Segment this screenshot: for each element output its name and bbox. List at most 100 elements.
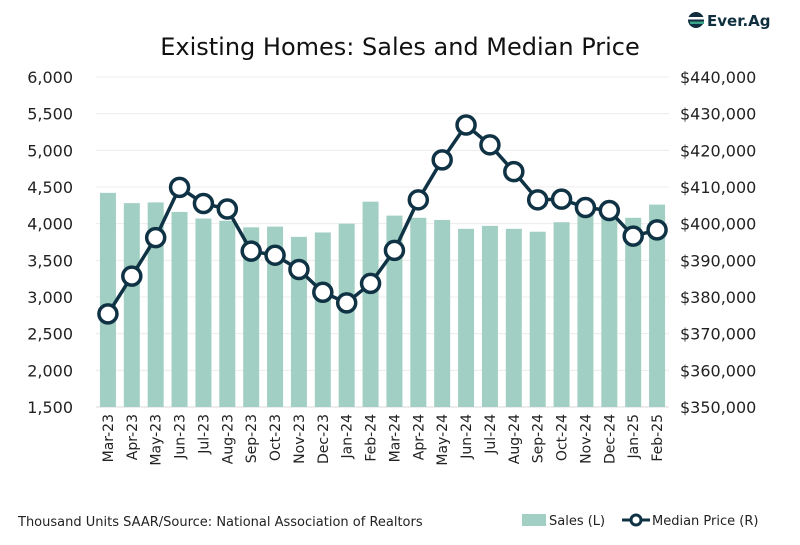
x-tick-label: Oct-24 (555, 414, 571, 461)
x-tick-label: Jun-23 (173, 414, 189, 460)
left-tick-label: 5,500 (27, 105, 73, 124)
ever-ag-logo-icon (688, 12, 704, 28)
sales-bar (625, 217, 642, 407)
right-tick-label: $440,000 (680, 68, 756, 87)
sales-bar (219, 220, 236, 407)
right-tick-label: $420,000 (680, 141, 756, 160)
sales-bars (99, 192, 666, 407)
right-tick-label: $400,000 (680, 215, 756, 234)
x-tick-label: Apr-23 (125, 414, 141, 460)
price-line-path (106, 122, 658, 315)
left-tick-label: 3,500 (27, 251, 73, 270)
price-marker (455, 114, 477, 136)
sales-bar (529, 231, 546, 407)
sales-bar (649, 204, 666, 407)
price-marker (646, 219, 668, 241)
right-tick-label: $380,000 (680, 288, 756, 307)
sales-bar (147, 202, 164, 407)
price-marker (264, 244, 286, 266)
x-tick-label: May-23 (149, 414, 165, 466)
price-marker (216, 198, 239, 220)
right-tick-label: $410,000 (680, 178, 756, 197)
x-tick-label: Nov-24 (578, 414, 594, 464)
sales-bar (195, 218, 212, 407)
x-tick-label: Jun-24 (459, 414, 475, 460)
right-axis: $350,000 $360,000 $370,000 $380,000 $390,000… (680, 68, 756, 417)
x-tick-label: Dec-24 (602, 414, 618, 464)
price-marker (168, 176, 191, 199)
legend-price-marker (629, 513, 643, 527)
sales-bar (314, 232, 331, 407)
right-tick-label: $370,000 (680, 325, 756, 344)
sales-bar (505, 228, 522, 407)
left-tick-label: 5,000 (27, 141, 73, 160)
x-tick-label: Aug-24 (507, 414, 523, 464)
price-marker (526, 189, 549, 211)
price-marker (312, 281, 334, 303)
legend: Sales (L) Median Price (R) (522, 513, 758, 529)
x-tick-label: Jul-23 (196, 414, 212, 455)
x-tick-label: Aug-23 (220, 414, 236, 464)
price-marker (431, 149, 453, 171)
price-marker (407, 189, 430, 211)
legend-sales-label: Sales (L) (549, 514, 605, 529)
left-axis: 1,500 2,000 2,500 3,000 3,500 4,000 4,500 5,000… (27, 68, 73, 417)
x-tick-label: Sep-23 (244, 414, 260, 463)
x-tick-label: Feb-24 (364, 414, 380, 462)
x-tick-label: May-24 (435, 414, 451, 466)
sales-bar (171, 211, 188, 407)
x-tick-label: Jul-24 (483, 414, 499, 455)
right-tick-label: $360,000 (680, 361, 756, 380)
right-tick-label: $350,000 (680, 398, 756, 417)
logo: Ever.Ag (688, 12, 771, 30)
left-tick-label: 2,500 (27, 325, 73, 344)
price-marker (192, 192, 215, 215)
right-tick-label: $390,000 (680, 251, 756, 270)
price-marker (240, 240, 262, 262)
x-tick-label: Mar-24 (387, 414, 403, 462)
price-marker (598, 199, 621, 222)
price-marker (550, 188, 573, 210)
sales-bar (577, 212, 594, 407)
sales-bar (362, 201, 379, 407)
x-tick-label: Apr-24 (411, 414, 427, 460)
price-marker (97, 303, 119, 325)
price-marker (121, 265, 143, 287)
x-tick-label: Dec-23 (316, 414, 332, 464)
sales-bar (99, 192, 116, 407)
x-tick-label: Jan-25 (626, 414, 642, 459)
logo-text: Ever.Ag (707, 12, 771, 30)
x-tick-label: Feb-25 (650, 414, 666, 462)
price-marker (335, 292, 358, 314)
sales-bar (458, 228, 475, 407)
left-tick-label: 6,000 (27, 68, 73, 87)
sales-bar (601, 205, 618, 407)
price-marker (288, 258, 310, 281)
left-tick-label: 4,000 (27, 215, 73, 234)
chart-title: Existing Homes: Sales and Median Price (160, 33, 640, 61)
x-tick-label: Oct-23 (268, 414, 284, 461)
sales-bar (553, 222, 570, 407)
legend-sales-swatch (522, 514, 546, 526)
x-tick-label: Sep-24 (531, 414, 547, 463)
price-marker (359, 272, 382, 295)
price-marker (503, 160, 525, 183)
left-tick-label: 3,000 (27, 288, 73, 307)
sales-bar (434, 220, 451, 407)
price-marker (622, 225, 644, 247)
price-line (97, 114, 668, 325)
x-tick-label: Nov-23 (292, 414, 308, 464)
sales-bar (123, 203, 140, 407)
x-axis: Mar-23 Apr-23 May-23 Jun-23 Jul-23 Aug-23 Sep-… (101, 414, 666, 466)
price-marker (383, 239, 406, 262)
x-tick-label: Mar-23 (101, 414, 117, 462)
sales-bar (481, 225, 498, 407)
left-tick-label: 4,500 (27, 178, 73, 197)
footnote: Thousand Units SAAR/Source: National Ass… (17, 515, 423, 530)
x-tick-label: Jan-24 (340, 414, 356, 460)
sales-bar (338, 223, 355, 407)
sales-bar (386, 215, 403, 407)
price-marker (479, 134, 501, 156)
left-tick-label: 2,000 (27, 361, 73, 380)
